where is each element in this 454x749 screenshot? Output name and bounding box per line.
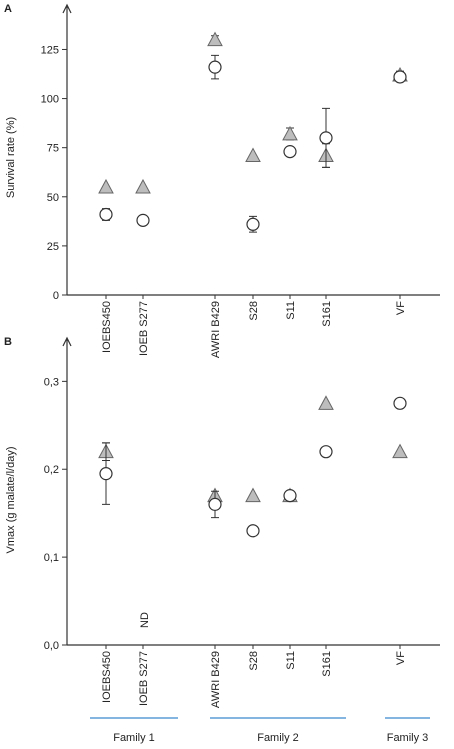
triangle-marker [392,443,408,459]
triangle-marker [245,487,261,503]
circle-marker [136,213,150,227]
circle-marker [283,489,297,503]
y-tick-label: 75 [47,143,59,155]
y-tick-label: 25 [47,241,59,253]
circle-marker [283,145,297,159]
group-label: Family 1 [113,732,155,744]
circle-marker [208,497,222,511]
triangle-marker [282,125,298,141]
triangle-marker [98,178,114,194]
circle-marker [319,445,333,459]
y-axis [62,3,72,295]
circle-marker [393,396,407,410]
x-tick-label: IOEB S277 [138,651,150,706]
panel-letter: A [4,3,12,15]
x-tick-label: S161 [321,651,333,677]
x-tick-label: IOEBS450 [101,651,113,703]
circle-marker [246,524,260,538]
x-tick-label: IOEB S277 [138,301,150,356]
y-tick-label: 0,1 [44,552,59,564]
triangle-marker [135,178,151,194]
circle-marker [99,467,113,481]
x-tick-label: VF [395,651,407,665]
group-label: Family 2 [257,732,299,744]
circle-marker [246,217,260,231]
x-tick-label: S28 [248,651,260,671]
y-axis-label: Survival rate (%) [5,117,17,198]
circle-marker [99,207,113,222]
triangle-marker [245,147,261,163]
x-tick-label: S28 [248,301,260,321]
x-tick-label: IOEBS450 [101,301,113,353]
circle-marker [208,60,222,74]
y-tick-label: 0,0 [44,640,59,652]
x-tick-label: AWRI B429 [210,651,222,708]
x-tick-label: S11 [285,651,297,670]
y-tick-label: 0 [53,290,59,302]
annotation: ND [139,612,151,628]
circle-marker [319,131,333,145]
group-label: Family 3 [387,732,429,744]
x-tick-label: S11 [285,301,297,320]
y-tick-label: 50 [47,192,59,204]
x-tick-label: AWRI B429 [210,301,222,358]
y-tick-label: 0,2 [44,464,59,476]
x-tick-label: VF [395,301,407,315]
circle-marker [393,70,407,84]
y-axis-label: Vmax (g malate/l/day) [5,447,17,554]
y-axis [62,336,72,645]
y-tick-label: 0,3 [44,376,59,388]
panel-letter: B [4,336,12,348]
triangle-marker [207,31,223,47]
y-tick-label: 125 [41,44,59,56]
y-tick-label: 100 [41,94,59,106]
x-tick-label: S161 [321,301,333,327]
triangle-marker [318,395,334,410]
